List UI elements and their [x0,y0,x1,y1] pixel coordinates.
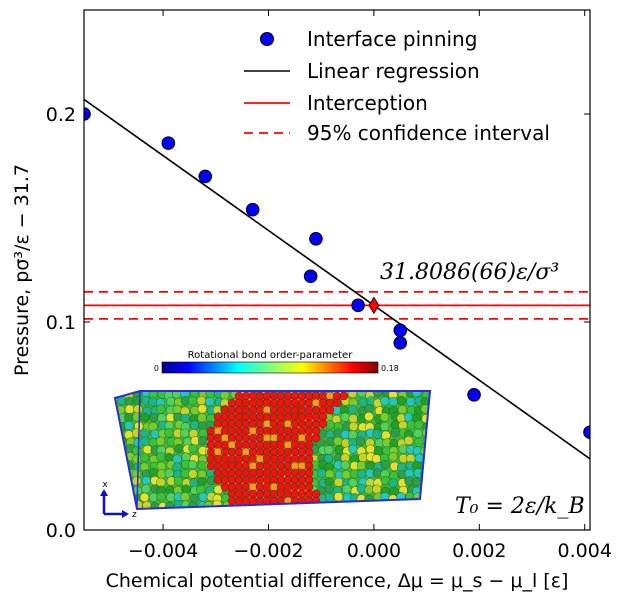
x-tick-label: 0.000 [347,540,401,562]
y-tick-label: 0.2 [46,104,76,126]
data-point [467,388,481,402]
legend-label: Interception [307,91,428,115]
data-point [303,269,318,284]
colorbar [161,361,379,374]
data-point [393,323,408,338]
data-point [198,169,213,184]
plot-frame [83,9,591,531]
legend-label: 95% confidence interval [307,121,550,145]
x-axis-label: Chemical potential difference, Δμ = μ_s … [106,570,569,592]
simulation-box-edge [136,390,141,510]
axis-z-label: z [132,510,137,520]
data-point [245,202,260,217]
x-tick-label: 0.004 [558,540,612,562]
x-tick-label: 0.002 [452,540,506,562]
legend-label: Linear regression [307,59,480,83]
colorbar-title: Rotational bond order-parameter [188,350,354,361]
data-point [351,298,365,313]
x-tick-label: −0.002 [233,540,303,562]
simulation-box-edge [419,390,431,500]
axis-x-label: x [102,480,108,490]
simulation-inset: Rotational bond order-parameter 0 0.18 x… [100,350,432,520]
colorbar-min-label: 0 [154,364,159,373]
interception-marker [368,296,380,315]
y-axis-label: Pressure, pσ³/ε − 31.7 [11,164,33,376]
legend-marker-icon [260,32,274,46]
data-point [583,425,590,440]
legend-label: Interface pinning [307,27,477,51]
data-point [309,232,323,246]
colorbar-max-label: 0.18 [381,364,399,373]
axis-triad-icon [100,489,129,518]
regression-line [84,98,590,460]
legend: Interface pinning Linear regression Inte… [244,27,550,145]
data-point [161,136,176,150]
y-tick-label: 0.1 [46,312,76,334]
x-tick-label: −0.004 [128,540,198,562]
temperature-annotation: T₀ = 2ε/k_B [455,494,585,519]
y-tick-label: 0.0 [46,520,76,542]
intercept-value-annotation: 31.8086(66)ε/σ³ [380,260,559,285]
data-point [393,336,408,350]
